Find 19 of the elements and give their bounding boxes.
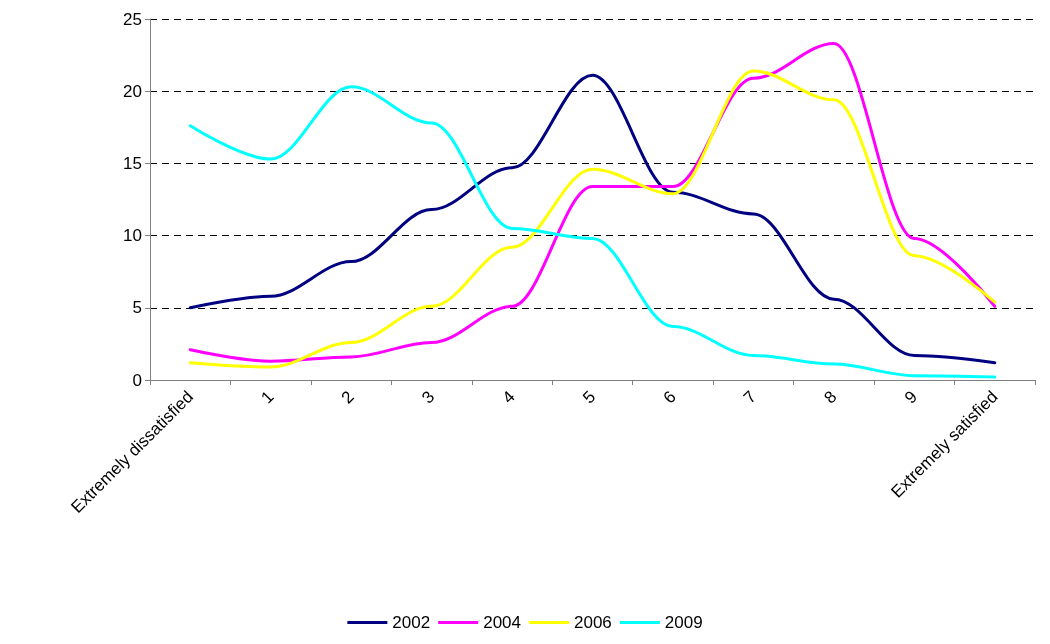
y-tick-label: 0 (132, 370, 142, 390)
legend-label: 2004 (483, 613, 522, 632)
x-tick-label: 6 (659, 387, 680, 408)
x-tick-label: 9 (900, 387, 922, 408)
y-tick-label: 15 (123, 153, 142, 173)
x-tick-label: 4 (498, 387, 519, 408)
legend-label: 2006 (574, 613, 612, 632)
x-tick-label: 8 (820, 387, 841, 408)
y-tick-label: 5 (132, 298, 142, 318)
y-tick-label: 25 (123, 9, 142, 29)
x-tick-label: 1 (257, 387, 278, 408)
y-tick-label: 20 (123, 81, 142, 101)
x-tick-label: 5 (579, 387, 600, 408)
legend-label: 2009 (664, 613, 703, 632)
y-tick-label: 10 (123, 226, 142, 246)
x-tick-label: 7 (740, 387, 761, 408)
legend-label: 2002 (392, 613, 431, 632)
x-tick-label: 2 (337, 387, 358, 408)
x-tick-label: 3 (418, 387, 439, 408)
